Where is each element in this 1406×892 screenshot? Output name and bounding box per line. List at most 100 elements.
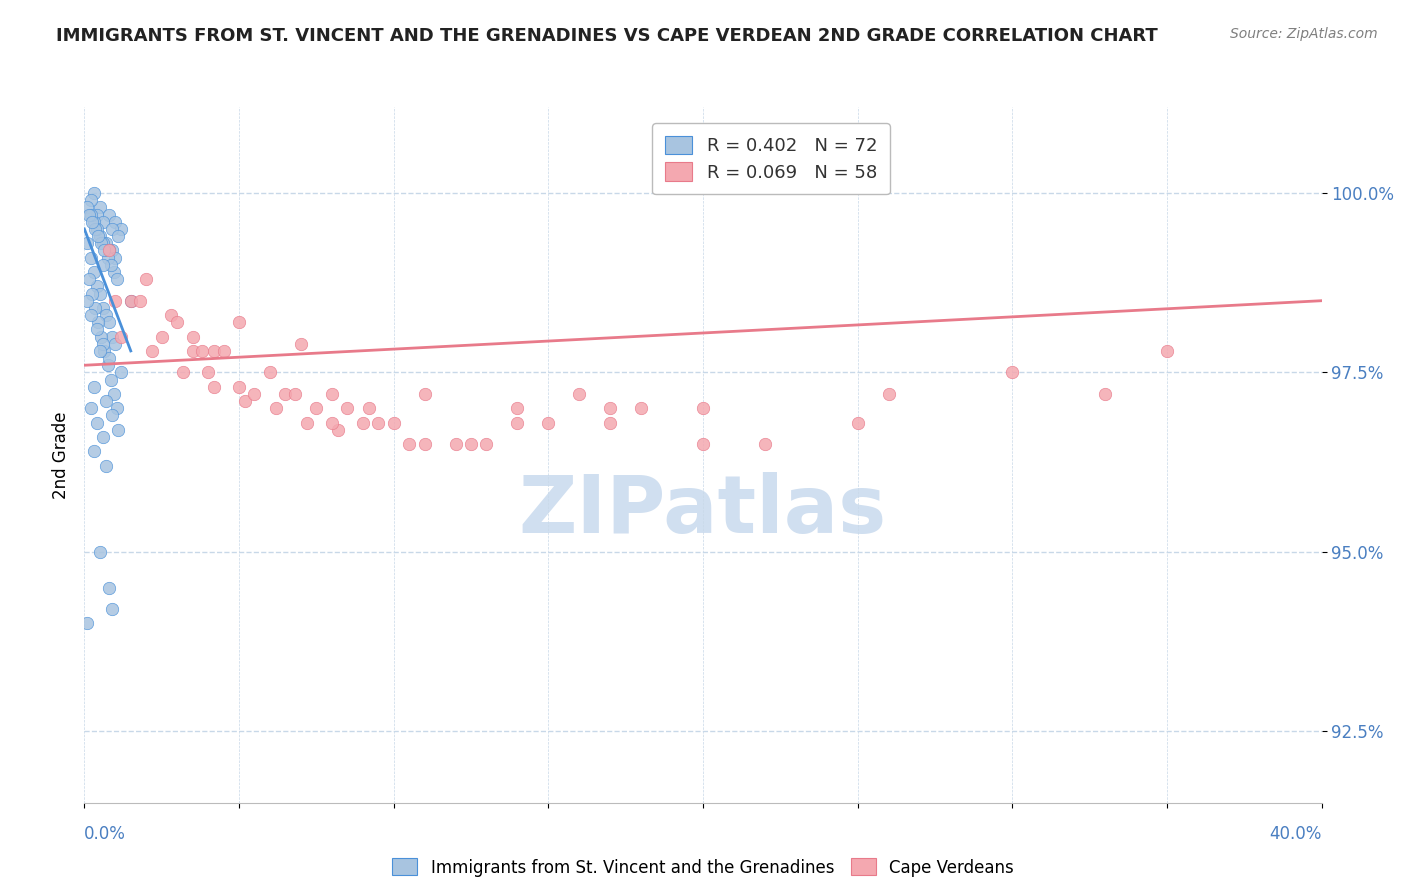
Point	[692, 401, 714, 416]
Point	[87, 229, 110, 244]
Point	[86, 322, 108, 336]
Point	[94, 394, 117, 409]
Point	[233, 394, 256, 409]
Text: 0.0%: 0.0%	[84, 825, 127, 843]
Point	[89, 286, 111, 301]
Point	[77, 208, 100, 222]
Point	[129, 293, 152, 308]
Point	[100, 373, 122, 387]
Point	[94, 236, 117, 251]
Point	[1094, 387, 1116, 401]
Point	[599, 416, 621, 430]
Point	[321, 387, 343, 401]
Point	[336, 401, 359, 416]
Point	[98, 581, 121, 595]
Point	[90, 236, 112, 251]
Point	[284, 387, 307, 401]
Point	[110, 222, 132, 236]
Point	[181, 329, 204, 343]
Point	[76, 293, 98, 308]
Point	[243, 387, 266, 401]
Point	[86, 416, 108, 430]
Point	[82, 215, 104, 229]
Point	[89, 229, 111, 244]
Point	[160, 308, 183, 322]
Point	[357, 401, 380, 416]
Point	[87, 315, 110, 329]
Point	[537, 416, 560, 430]
Point	[202, 380, 225, 394]
Point	[630, 401, 652, 416]
Point	[104, 336, 127, 351]
Point	[846, 416, 869, 430]
Point	[101, 602, 124, 616]
Point	[93, 244, 115, 258]
Point	[86, 208, 108, 222]
Point	[76, 616, 98, 631]
Point	[259, 366, 281, 380]
Point	[104, 251, 127, 265]
Point	[89, 343, 111, 358]
Point	[110, 329, 132, 343]
Text: IMMIGRANTS FROM ST. VINCENT AND THE GRENADINES VS CAPE VERDEAN 2ND GRADE CORRELA: IMMIGRANTS FROM ST. VINCENT AND THE GREN…	[56, 27, 1159, 45]
Point	[398, 437, 420, 451]
Point	[295, 416, 318, 430]
Point	[120, 293, 142, 308]
Point	[367, 416, 389, 430]
Point	[568, 387, 591, 401]
Point	[84, 222, 107, 236]
Point	[105, 272, 128, 286]
Point	[79, 208, 101, 222]
Point	[83, 380, 105, 394]
Point	[326, 423, 349, 437]
Point	[172, 366, 194, 380]
Point	[89, 201, 111, 215]
Point	[692, 437, 714, 451]
Y-axis label: 2nd Grade: 2nd Grade	[52, 411, 70, 499]
Text: 40.0%: 40.0%	[1270, 825, 1322, 843]
Point	[460, 437, 482, 451]
Point	[413, 387, 436, 401]
Point	[91, 430, 114, 444]
Point	[98, 315, 121, 329]
Point	[79, 251, 101, 265]
Point	[98, 244, 121, 258]
Point	[94, 308, 117, 322]
Point	[91, 336, 114, 351]
Point	[264, 401, 287, 416]
Point	[76, 236, 98, 251]
Point	[228, 380, 250, 394]
Point	[104, 215, 127, 229]
Point	[103, 265, 125, 279]
Point	[352, 416, 374, 430]
Point	[101, 329, 124, 343]
Text: ZIPatlas: ZIPatlas	[519, 472, 887, 549]
Point	[79, 194, 101, 208]
Point	[91, 301, 114, 315]
Text: Source: ZipAtlas.com: Source: ZipAtlas.com	[1230, 27, 1378, 41]
Point	[91, 215, 114, 229]
Point	[82, 286, 104, 301]
Point	[413, 437, 436, 451]
Point	[506, 401, 529, 416]
Point	[166, 315, 188, 329]
Point	[89, 545, 111, 559]
Point	[181, 343, 204, 358]
Point	[84, 301, 107, 315]
Point	[83, 215, 105, 229]
Point	[110, 366, 132, 380]
Point	[107, 229, 129, 244]
Point	[83, 444, 105, 458]
Point	[290, 336, 312, 351]
Point	[212, 343, 235, 358]
Point	[100, 258, 122, 272]
Point	[98, 208, 121, 222]
Point	[105, 401, 128, 416]
Point	[197, 366, 219, 380]
Point	[94, 458, 117, 473]
Point	[90, 329, 112, 343]
Point	[103, 387, 125, 401]
Point	[101, 409, 124, 423]
Point	[83, 186, 105, 200]
Point	[1001, 366, 1024, 380]
